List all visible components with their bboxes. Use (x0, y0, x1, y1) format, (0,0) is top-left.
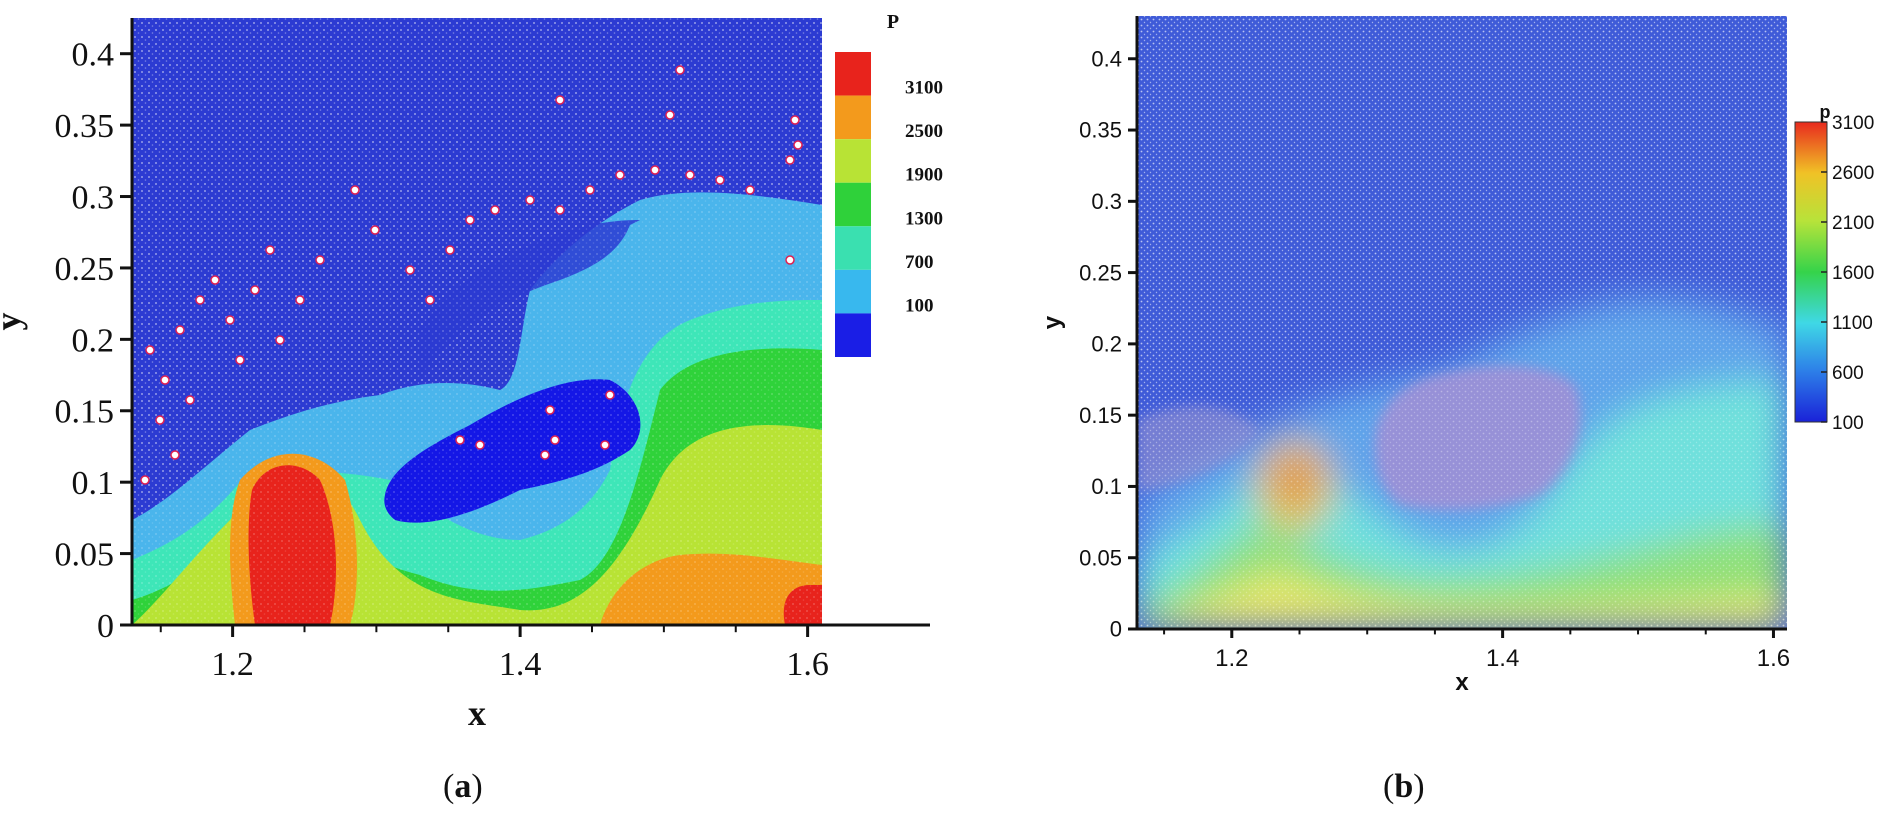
panel-a-legend-level: 3100 (905, 78, 943, 99)
panel-b-y-tick-label: 0.05 (1079, 545, 1122, 570)
panel-b-legend-level: 1600 (1832, 263, 1874, 284)
panel-a-x-tick-label: 1.4 (499, 646, 542, 683)
panel-a-y-tick-label: 0.1 (72, 465, 115, 502)
panel-b-x-tick-label: 1.6 (1757, 645, 1790, 672)
panel-a-legend-level: 2500 (905, 121, 943, 142)
panel-a-legend-level: 1900 (905, 165, 943, 186)
panel-a-y-tick-label: 0 (97, 608, 114, 645)
panel-a-caption: (a) (443, 768, 483, 806)
panel-a-y-tick-label: 0.3 (72, 179, 115, 216)
panel-a (132, 18, 822, 625)
panel-a-y-tick-label: 0.4 (72, 37, 115, 74)
panel-a-y-label: y (0, 313, 28, 331)
panel-b-x-tick-label: 1.2 (1215, 645, 1248, 672)
panel-b-legend-level: 2600 (1832, 163, 1874, 184)
panel-a-field (132, 18, 822, 625)
panel-a-legend-swatch (835, 52, 871, 96)
panel-a-caption-letter: a (454, 768, 472, 805)
panel-a-x-tick-label: 1.6 (786, 646, 829, 683)
panel-a-legend-swatch (835, 139, 871, 183)
panel-a-legend-swatch (835, 313, 871, 357)
panel-b-y-label: y (1039, 315, 1066, 329)
panel-b-y-tick-label: 0.35 (1079, 118, 1122, 143)
panel-a-legend-level: 1300 (905, 208, 943, 229)
panel-b-y-tick-label: 0.3 (1091, 189, 1122, 214)
panel-b-y-tick-label: 0.15 (1079, 403, 1122, 428)
panel-a-legend-swatch (835, 95, 871, 140)
panel-b-y-tick-label: 0.25 (1079, 260, 1122, 285)
panel-b-y-tick-label: 0.2 (1091, 332, 1122, 357)
panel-a-y-tick-label: 0.2 (72, 322, 115, 359)
panel-a-legend-level: 100 (905, 295, 934, 316)
panel-a-y-tick-label: 0.05 (55, 536, 115, 573)
panel-a-y-tick-label: 0.25 (55, 251, 115, 288)
panel-b-y-tick-label: 0 (1110, 617, 1122, 642)
panel-b-y-tick-label: 0.4 (1091, 46, 1122, 71)
panel-b-legend-level: 2100 (1832, 213, 1874, 234)
panel-b-y-tick-label: 0.1 (1091, 474, 1122, 499)
panel-b (1137, 16, 1787, 629)
panel-b-legend-level: 3100 (1832, 113, 1874, 134)
panel-a-legend-title: P (887, 11, 899, 33)
panel-a-legend-level: 700 (905, 252, 934, 273)
panel-b-legend-title: p (1820, 102, 1831, 122)
panel-b-caption-close: ) (1413, 768, 1425, 805)
panel-a-caption-open: ( (443, 768, 455, 805)
panel-a-y-tick-label: 0.15 (55, 394, 115, 431)
panel-b-caption-letter: b (1394, 768, 1414, 805)
panel-b-x-tick-label: 1.4 (1486, 645, 1519, 672)
panel-b-legend-level: 1100 (1832, 313, 1873, 334)
panel-b-legend-level: 100 (1832, 413, 1864, 434)
panel-a-x-label: x (468, 693, 486, 733)
panel-a-legend-swatch (835, 182, 871, 227)
panel-a-caption-close: ) (471, 768, 483, 805)
panel-a-legend-swatch (835, 226, 871, 270)
panel-b-legend-level: 600 (1832, 363, 1864, 384)
panel-b-x-label: x (1455, 669, 1469, 696)
panel-b-caption: (b) (1383, 768, 1425, 806)
panel-a-y-tick-label: 0.35 (55, 108, 115, 145)
panel-b-field (1137, 16, 1787, 629)
panel-b-caption-open: ( (1383, 768, 1395, 805)
panel-a-legend-swatch (835, 269, 871, 314)
panel-a-x-tick-label: 1.2 (211, 646, 254, 683)
